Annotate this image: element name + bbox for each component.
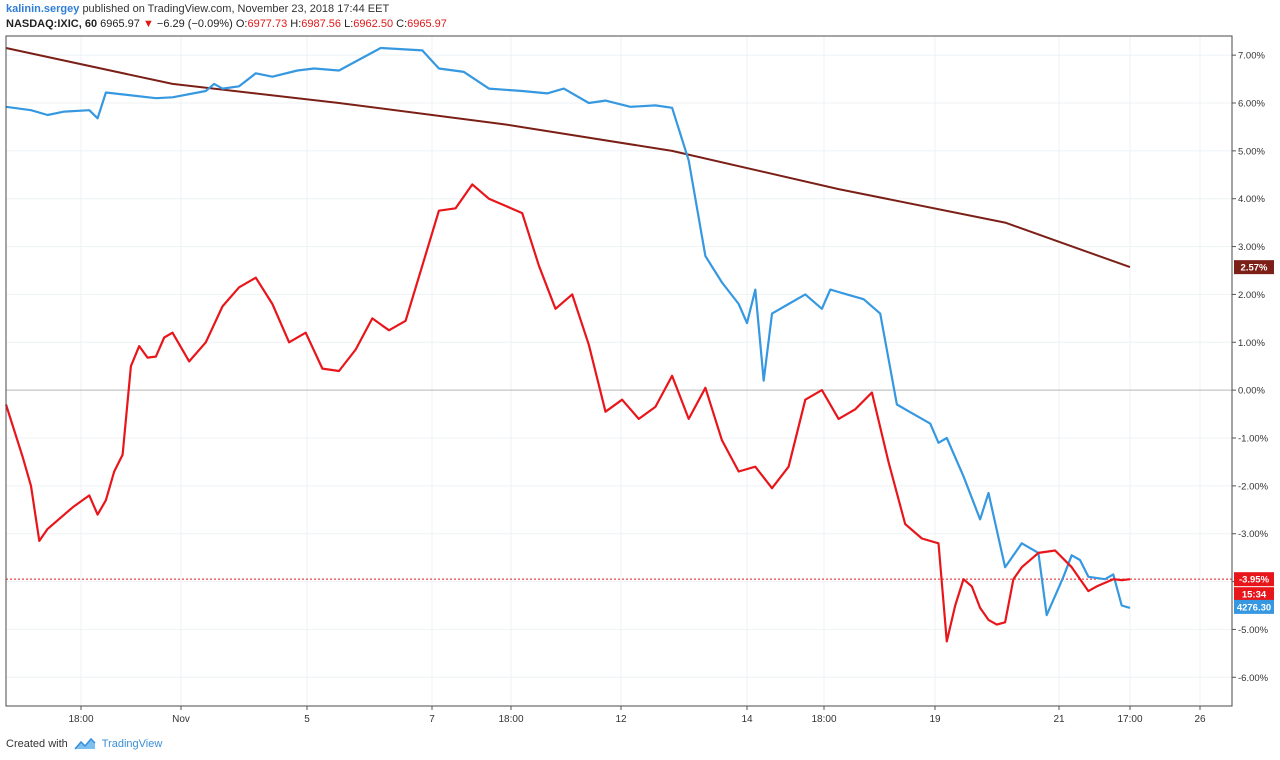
y-axis[interactable]: 7.00% 6.00% 5.00% 4.00% 3.00% 2.00% 1.00% 0.00%… — [1232, 51, 1269, 684]
y-tick-label: -5.00% — [1238, 625, 1269, 636]
blue-series-line[interactable] — [5, 46, 1131, 617]
countdown-label: 15:34 — [1242, 590, 1267, 601]
open-label: O: — [235, 18, 248, 30]
series-layer — [4, 46, 1131, 643]
y-tick-label: 7.00% — [1238, 51, 1265, 62]
created-with-text: Created with — [6, 738, 68, 750]
y-tick-label: -6.00% — [1238, 673, 1269, 684]
x-tick-label: 19 — [929, 714, 941, 725]
close-value: 6965.97 — [407, 18, 447, 30]
y-tick-label: -2.00% — [1238, 481, 1269, 492]
publish-text: published on TradingView.com, November 2… — [82, 3, 390, 15]
blue-price-label-bg — [1234, 599, 1274, 614]
x-tick-label: 18:00 — [68, 714, 93, 725]
high-value: 6987.56 — [301, 18, 342, 30]
y-tick-label: 3.00% — [1238, 242, 1265, 253]
y-tick-label: 0.00% — [1238, 386, 1265, 397]
y-tick-label: 2.00% — [1238, 290, 1265, 301]
x-tick-label: 26 — [1194, 714, 1206, 725]
brown-price-label: 2.57% — [1241, 263, 1268, 274]
x-tick-label: 18:00 — [811, 714, 836, 725]
x-tick-label: 18:00 — [498, 714, 523, 725]
low-value: 6962.50 — [353, 18, 394, 30]
symbol-name: NASDAQ:IXIC, 60 — [6, 18, 98, 30]
close-label: C: — [396, 18, 408, 30]
y-tick-label: -1.00% — [1238, 434, 1269, 445]
low-label: L: — [344, 18, 354, 30]
open-value: 6977.73 — [247, 18, 288, 30]
countdown-label-bg — [1234, 587, 1274, 602]
brown-price-label-bg — [1234, 260, 1274, 275]
red-price-label-bg — [1234, 572, 1274, 587]
zero-line — [6, 389, 1232, 580]
y-tick-label: -3.00% — [1238, 529, 1269, 540]
red-price-label: -3.95% — [1239, 575, 1270, 586]
x-tick-label: 21 — [1053, 714, 1065, 725]
y-tick-label: 6.00% — [1238, 99, 1265, 110]
x-tick-label: 12 — [615, 714, 627, 725]
red-series-line[interactable] — [4, 183, 1131, 643]
triangle-down-icon: ▼ — [142, 18, 154, 30]
author-link[interactable]: kalinin.sergey — [6, 3, 80, 15]
y-tick-label: 4.00% — [1238, 194, 1265, 205]
y-tick-label: 1.00% — [1238, 338, 1265, 349]
publish-info: kalinin.sergey published on TradingView.… — [6, 3, 389, 15]
x-tick-label: 7 — [429, 714, 435, 725]
grid — [6, 36, 1232, 706]
symbol-header: NASDAQ:IXIC, 60 6965.97 ▼ −6.29 (−0.09%)… — [6, 18, 447, 30]
x-tick-label: Nov — [172, 714, 190, 725]
x-tick-label: 17:00 — [1117, 714, 1142, 725]
brown-series-line[interactable] — [5, 47, 1131, 269]
high-label: H: — [290, 18, 302, 30]
last-price: 6965.97 — [100, 18, 140, 30]
plot-frame — [5, 35, 1233, 707]
x-axis[interactable]: 18:00 Nov 5 7 18:00 12 14 18:00 19 21 17:00 26 — [68, 706, 1206, 725]
x-tick-label: 14 — [741, 714, 753, 725]
y-tick-label: 5.00% — [1238, 146, 1265, 157]
tradingview-link[interactable]: TradingView — [101, 738, 163, 750]
price-change: −6.29 (−0.09%) — [156, 18, 233, 30]
blue-price-label: 4276.30 — [1237, 602, 1271, 613]
x-tick-label: 5 — [304, 714, 310, 725]
footer: Created with TradingView — [6, 737, 162, 751]
tradingview-logo-icon[interactable] — [74, 737, 96, 751]
